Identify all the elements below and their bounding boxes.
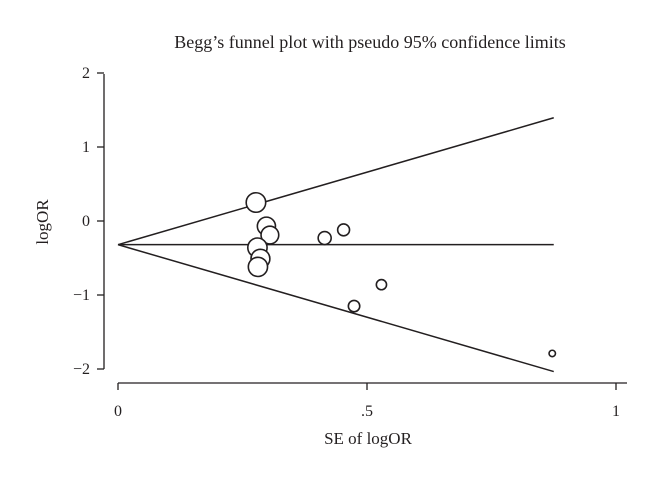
y-axis-ticks: 2 1 0 −1 −2 [73, 65, 104, 378]
confidence-limit-lines [117, 117, 554, 373]
upper-confidence-limit [117, 117, 554, 246]
x-axis-title: SE of logOR [324, 429, 413, 448]
study-point [347, 299, 361, 313]
x-tick-label: .5 [361, 403, 373, 420]
study-point [247, 256, 269, 278]
study-point [375, 278, 388, 291]
x-tick-label: 1 [612, 403, 620, 420]
chart-title: Begg’s funnel plot with pseudo 95% confi… [174, 32, 565, 52]
lower-confidence-limit [117, 243, 554, 373]
y-tick-label: −1 [73, 287, 90, 304]
study-point [260, 225, 280, 245]
study-point [336, 223, 351, 237]
study-point [548, 349, 557, 358]
x-axis-ticks: 0.5 1 [114, 383, 620, 420]
y-tick-label: 0 [82, 213, 90, 230]
x-tick-label: 0 [114, 403, 122, 420]
study-points [245, 191, 557, 358]
y-tick-label: −2 [73, 361, 90, 378]
study-point [317, 230, 332, 246]
y-tick-label: 2 [82, 65, 90, 82]
y-axis-title: logOR [33, 199, 52, 245]
y-tick-label: 1 [82, 139, 90, 156]
study-point [245, 191, 267, 214]
